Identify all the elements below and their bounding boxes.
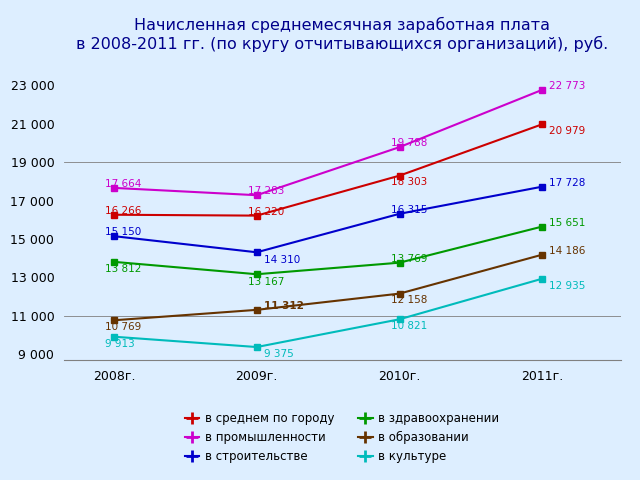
- Text: 22 773: 22 773: [549, 81, 586, 91]
- Text: 17 283: 17 283: [248, 186, 285, 196]
- Text: 19 788: 19 788: [391, 138, 428, 148]
- Text: 12 935: 12 935: [549, 281, 586, 291]
- Title: Начисленная среднемесячная заработная плата
в 2008-2011 гг. (по кругу отчитывающ: Начисленная среднемесячная заработная пл…: [76, 17, 609, 51]
- Text: 20 979: 20 979: [549, 126, 586, 136]
- Text: 17 728: 17 728: [549, 178, 586, 188]
- Text: 18 303: 18 303: [391, 177, 427, 187]
- Text: 15 651: 15 651: [549, 218, 586, 228]
- Text: 10 769: 10 769: [106, 322, 141, 332]
- Text: 16 315: 16 315: [391, 205, 428, 215]
- Text: 17 664: 17 664: [106, 179, 142, 189]
- Text: 15 150: 15 150: [106, 228, 141, 237]
- Text: 12 158: 12 158: [391, 295, 428, 305]
- Text: 13 167: 13 167: [248, 276, 285, 287]
- Text: 16 220: 16 220: [248, 207, 284, 217]
- Text: 11 312: 11 312: [264, 301, 304, 311]
- Text: 14 310: 14 310: [264, 254, 300, 264]
- Text: 9 375: 9 375: [264, 349, 294, 359]
- Text: 10 821: 10 821: [391, 322, 427, 331]
- Text: 13 812: 13 812: [106, 264, 142, 274]
- Text: 13 769: 13 769: [391, 254, 428, 264]
- Legend: в среднем по городу, в промышленности, в строительстве, в здравоохранении, в обр: в среднем по городу, в промышленности, в…: [180, 408, 504, 468]
- Text: 14 186: 14 186: [549, 246, 586, 256]
- Text: 16 266: 16 266: [106, 206, 142, 216]
- Text: 9 913: 9 913: [106, 339, 135, 349]
